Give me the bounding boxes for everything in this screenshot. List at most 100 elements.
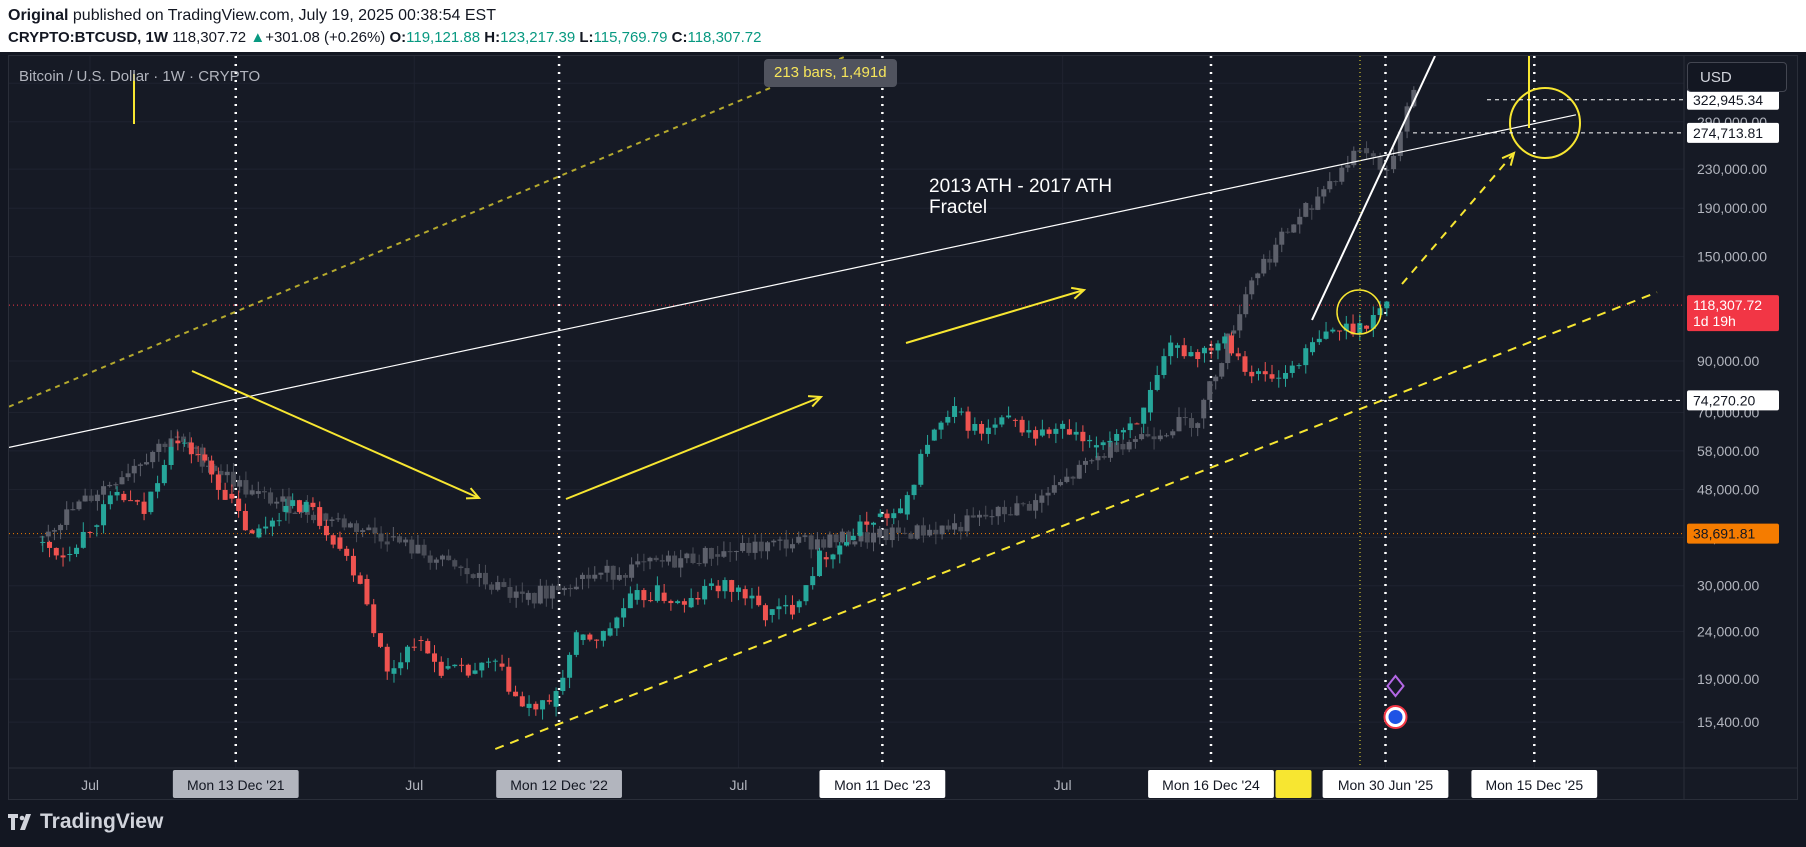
time-axis-label: Jul bbox=[729, 777, 747, 793]
price-candle-body bbox=[965, 411, 971, 431]
price-candle-body bbox=[94, 525, 100, 527]
time-label-box bbox=[819, 770, 946, 798]
price-candle-body bbox=[141, 501, 147, 514]
projection-candle-body bbox=[871, 532, 877, 543]
price-candle-body bbox=[107, 495, 113, 505]
projection-candle-body bbox=[573, 586, 579, 590]
price-candle-body bbox=[911, 484, 917, 496]
price-tick-label: 30,000.00 bbox=[1697, 578, 1759, 594]
projection-candle-body bbox=[902, 532, 908, 534]
projection-candle-body bbox=[243, 480, 249, 495]
price-candle-body bbox=[445, 666, 451, 669]
arrow-head bbox=[465, 487, 482, 500]
price-candle-body bbox=[296, 500, 302, 512]
price-candle-body bbox=[1228, 335, 1234, 354]
last-price-tag-label: 118,307.72 bbox=[1693, 297, 1762, 313]
price-candle-body bbox=[1330, 329, 1336, 332]
price-candle-body bbox=[1235, 353, 1241, 357]
projection-candle-body bbox=[372, 527, 378, 534]
projection-candle-body bbox=[604, 565, 610, 573]
price-candle-body bbox=[844, 542, 849, 546]
projection-candle-body bbox=[945, 525, 951, 530]
projection-candle-body bbox=[1315, 196, 1321, 210]
price-tick-label: 24,000.00 bbox=[1697, 623, 1759, 639]
projection-candle-body bbox=[329, 519, 335, 521]
price-candle-body bbox=[702, 585, 708, 600]
price-level-tag-bg bbox=[1687, 390, 1779, 411]
time-axis-label: Mon 15 Dec '25 bbox=[1485, 777, 1583, 793]
projection-candle-body bbox=[592, 574, 598, 579]
projection-candle-body bbox=[292, 512, 298, 514]
projection-candle-body bbox=[1157, 435, 1163, 440]
annotation-line1: 2013 ATH - 2017 ATH bbox=[929, 176, 1113, 197]
projection-candle-body bbox=[206, 465, 212, 467]
projection-candle-body bbox=[1195, 423, 1201, 428]
price-candle-body bbox=[67, 554, 73, 556]
projection-candle-body bbox=[827, 534, 833, 548]
flash-event-icon bbox=[1386, 674, 1405, 698]
price-candle-body bbox=[594, 639, 600, 641]
projection-candle-body bbox=[341, 518, 347, 528]
arrow-head bbox=[807, 395, 824, 408]
price-candle-body bbox=[1141, 407, 1147, 424]
projection-candle-body bbox=[51, 530, 57, 532]
arrow-line bbox=[191, 370, 480, 499]
currency-selector[interactable]: USD bbox=[1687, 62, 1787, 92]
price-candle-body bbox=[1303, 348, 1309, 366]
footer-brand[interactable]: TradingView bbox=[8, 810, 163, 834]
projection-candle-body bbox=[1411, 89, 1417, 107]
price-candle-body bbox=[465, 664, 471, 676]
fractal-annotation: 2013 ATH - 2017 ATH Fractel bbox=[929, 176, 1112, 218]
projection-candle-body bbox=[1261, 258, 1267, 274]
projection-candle-body bbox=[286, 496, 292, 514]
time-label-box bbox=[1148, 770, 1274, 798]
price-candle-body bbox=[283, 505, 289, 513]
projection-candle-body bbox=[1114, 442, 1120, 452]
price-candle-body bbox=[357, 575, 363, 584]
price-candle-body bbox=[681, 601, 687, 605]
projection-candle-body bbox=[433, 559, 439, 563]
projection-candle-body bbox=[323, 513, 329, 521]
time-axis-label: Jul bbox=[1054, 777, 1072, 793]
price-candle-body bbox=[1154, 375, 1160, 390]
projection-candle-body bbox=[567, 587, 573, 590]
trendline bbox=[9, 56, 847, 408]
projection-candle-body bbox=[989, 516, 995, 518]
projection-candle-body bbox=[224, 471, 230, 476]
high-label: H: bbox=[484, 29, 501, 46]
projection-candle-body bbox=[1357, 150, 1363, 152]
projection-candle-body bbox=[1082, 460, 1088, 465]
projection-candle-body bbox=[131, 465, 137, 474]
price-candle-body bbox=[1100, 442, 1106, 446]
projection-candle-body bbox=[914, 525, 920, 539]
projection-candle-body bbox=[489, 584, 495, 590]
price-candle-body bbox=[803, 585, 809, 602]
projection-candle-body bbox=[537, 585, 543, 604]
projection-candle-body bbox=[889, 527, 895, 541]
projection-candle-body bbox=[125, 473, 131, 478]
projection-candle-body bbox=[598, 572, 604, 575]
price-chart[interactable]: 15,400.0019,000.0024,000.0030,000.0038,0… bbox=[9, 56, 1798, 800]
projection-candle-body bbox=[777, 539, 783, 541]
projection-candle-body bbox=[964, 515, 970, 532]
projection-candle-body bbox=[513, 591, 519, 598]
price-candle-body bbox=[1222, 336, 1228, 344]
projection-candle-body bbox=[721, 551, 727, 557]
target-circle bbox=[1509, 87, 1581, 159]
price-candle-body bbox=[249, 530, 255, 534]
price-candle-body bbox=[40, 541, 46, 543]
projection-candle-body bbox=[237, 480, 243, 487]
price-candle-body bbox=[1215, 343, 1221, 351]
price-candle-body bbox=[823, 557, 829, 560]
price-candle-body bbox=[864, 521, 870, 525]
price-candle-body bbox=[1377, 308, 1383, 315]
price-candle-body bbox=[432, 653, 438, 662]
price-candle-body bbox=[263, 526, 269, 529]
price-candle-body bbox=[810, 576, 816, 586]
chart-area[interactable]: 15,400.0019,000.0024,000.0030,000.0038,0… bbox=[8, 55, 1798, 800]
price-candle-body bbox=[884, 513, 890, 519]
price-candle-body bbox=[256, 528, 262, 538]
projection-candle-body bbox=[970, 515, 976, 518]
price-candle-body bbox=[506, 666, 512, 692]
projection-candle-body bbox=[622, 575, 628, 578]
